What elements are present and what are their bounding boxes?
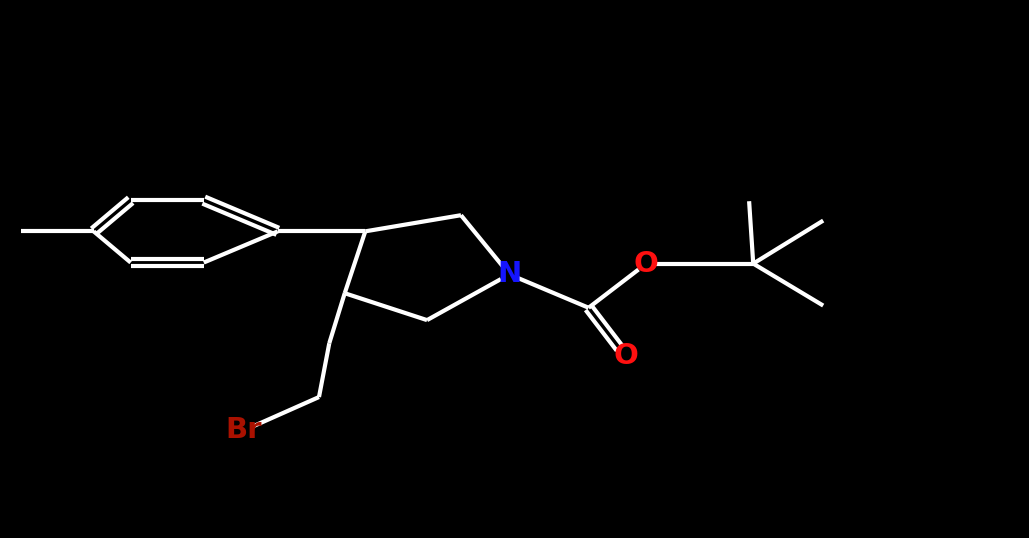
Text: N: N: [497, 260, 522, 288]
Text: O: O: [613, 342, 638, 370]
Text: Br: Br: [225, 416, 262, 444]
Text: O: O: [634, 250, 659, 278]
